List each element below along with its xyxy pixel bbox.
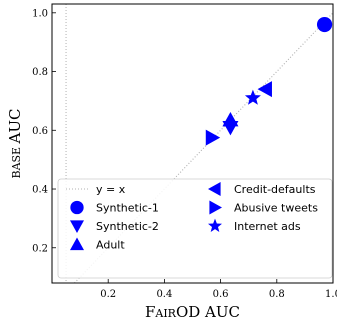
- legend-entry-synthetic-1: Synthetic-1: [70, 200, 159, 215]
- x-axis-label-smallcaps-rest: AIR: [154, 307, 176, 320]
- y-tick-label: 0.4: [32, 185, 48, 196]
- legend-entry-y-x: y = x: [66, 183, 126, 196]
- legend-swatch-synthetic-2: [70, 220, 84, 233]
- legend-label-adult: Adult: [96, 239, 125, 252]
- x-tick-label: 0.4: [156, 289, 172, 300]
- y-axis-label-smallcaps: BASE: [10, 143, 23, 178]
- legend-entries: y = x Synthetic-1 Synthetic-2 Adult Credit-d…: [66, 182, 318, 252]
- legend-entry-credit-defaults: Credit-defaults: [208, 182, 316, 196]
- legend-label-y-x: y = x: [96, 183, 126, 196]
- legend-label-synthetic-2: Synthetic-2: [96, 220, 159, 233]
- y-axis-label-rest: AUC: [6, 108, 24, 144]
- x-tick-label: 1.0: [325, 289, 337, 300]
- marker-internet-ads: [244, 89, 261, 105]
- x-axis-label-rest: OD AUC: [176, 303, 240, 321]
- y-tick-label: 1.0: [32, 8, 48, 19]
- x-axis-ticks: 0.2 0.4 0.6 0.8 1.0: [100, 279, 337, 300]
- legend-entry-synthetic-2: Synthetic-2: [70, 220, 159, 233]
- x-tick-label: 0.6: [213, 289, 229, 300]
- legend-label-synthetic-1: Synthetic-1: [96, 202, 159, 215]
- legend-label-abusive-tweets: Abusive tweets: [234, 202, 318, 215]
- reference-lines: [65, 4, 334, 284]
- x-tick-label: 0.8: [269, 289, 285, 300]
- y-axis-ticks: 0.2 0.4 0.6 0.8 1.0: [32, 8, 56, 254]
- legend: y = x Synthetic-1 Synthetic-2 Adult Credit-d…: [57, 178, 333, 279]
- legend-swatch-adult: [70, 237, 84, 251]
- data-markers: [205, 16, 333, 146]
- legend-swatch-credit-defaults: [208, 182, 221, 196]
- y-axis-label: BASE AUC: [6, 108, 24, 178]
- legend-entry-adult: Adult: [70, 237, 125, 252]
- y-tick-label: 0.2: [32, 243, 48, 254]
- legend-entry-abusive-tweets: Abusive tweets: [209, 200, 318, 215]
- legend-swatch-internet-ads: [208, 218, 222, 232]
- plot-frame: [51, 3, 334, 284]
- marker-adult: [222, 112, 239, 127]
- legend-swatch-abusive-tweets: [209, 200, 222, 215]
- marker-abusive-tweets: [205, 129, 221, 146]
- identity-line: [74, 12, 334, 284]
- legend-label-internet-ads: Internet ads: [234, 220, 301, 233]
- y-tick-label: 0.8: [32, 67, 48, 78]
- legend-swatch-synthetic-1: [70, 200, 84, 215]
- legend-entry-internet-ads: Internet ads: [208, 218, 301, 233]
- marker-synthetic-1: [316, 16, 333, 33]
- legend-label-credit-defaults: Credit-defaults: [234, 183, 316, 196]
- x-axis-label: FAIROD AUC: [145, 303, 240, 321]
- y-tick-label: 0.6: [32, 126, 48, 137]
- x-tick-label: 0.2: [100, 289, 116, 300]
- x-axis-label-smallcaps: F: [145, 303, 155, 321]
- marker-credit-defaults: [257, 81, 272, 98]
- legend-box: [57, 178, 333, 279]
